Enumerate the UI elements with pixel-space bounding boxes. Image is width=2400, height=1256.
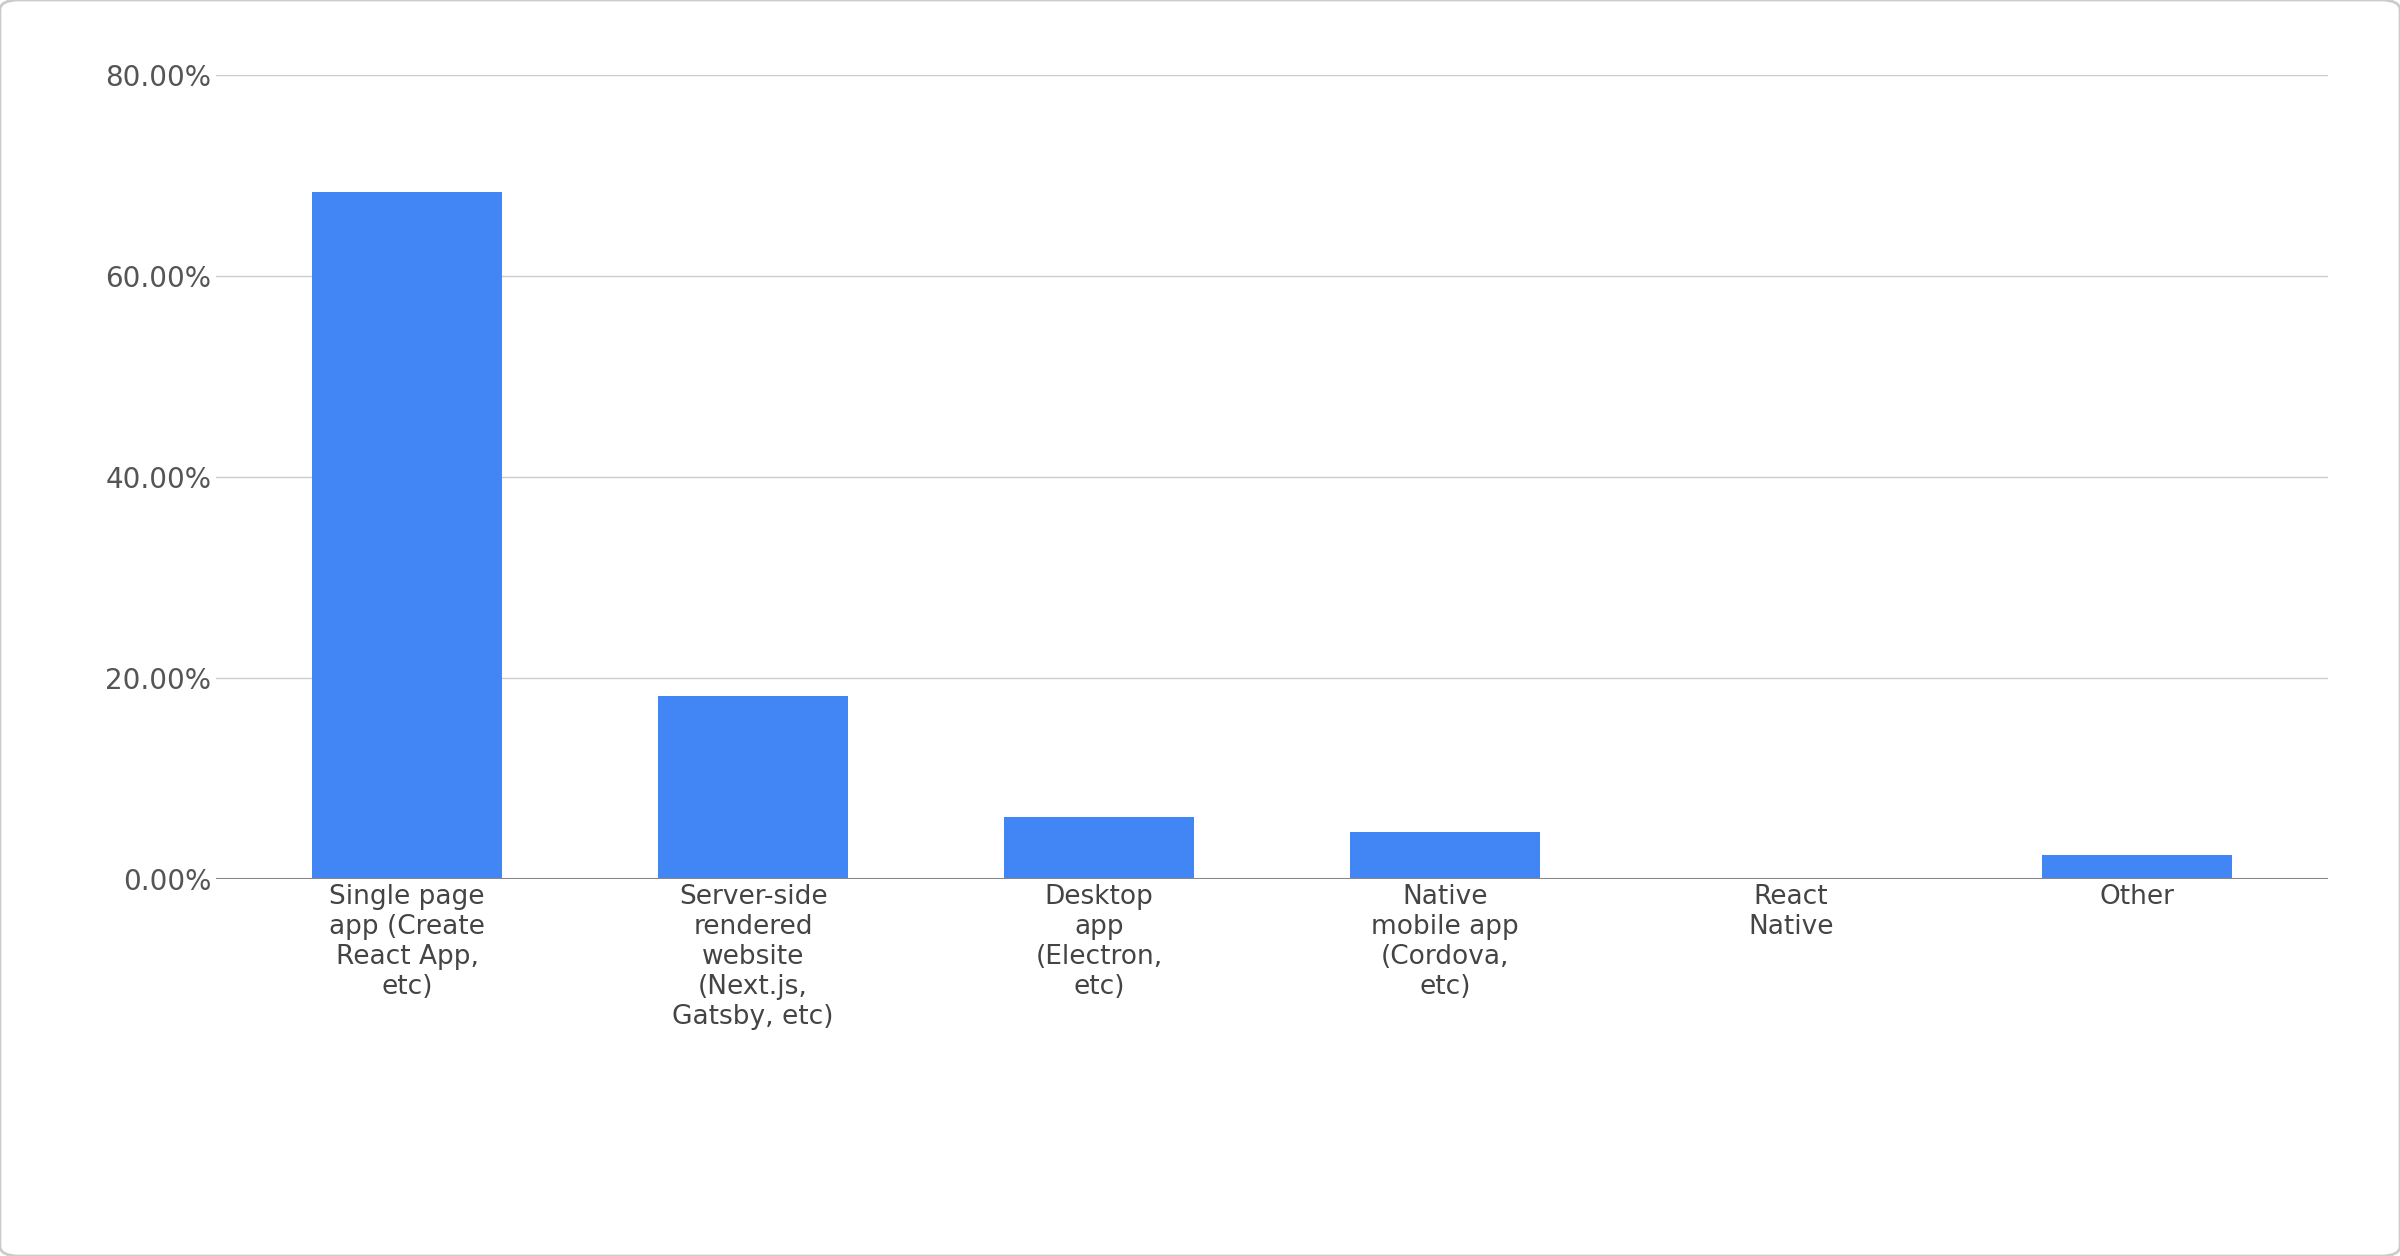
Bar [658, 696, 847, 879]
Bar [312, 192, 502, 879]
Bar [1003, 816, 1195, 879]
Bar [2042, 855, 2232, 879]
Bar [1349, 833, 1541, 879]
